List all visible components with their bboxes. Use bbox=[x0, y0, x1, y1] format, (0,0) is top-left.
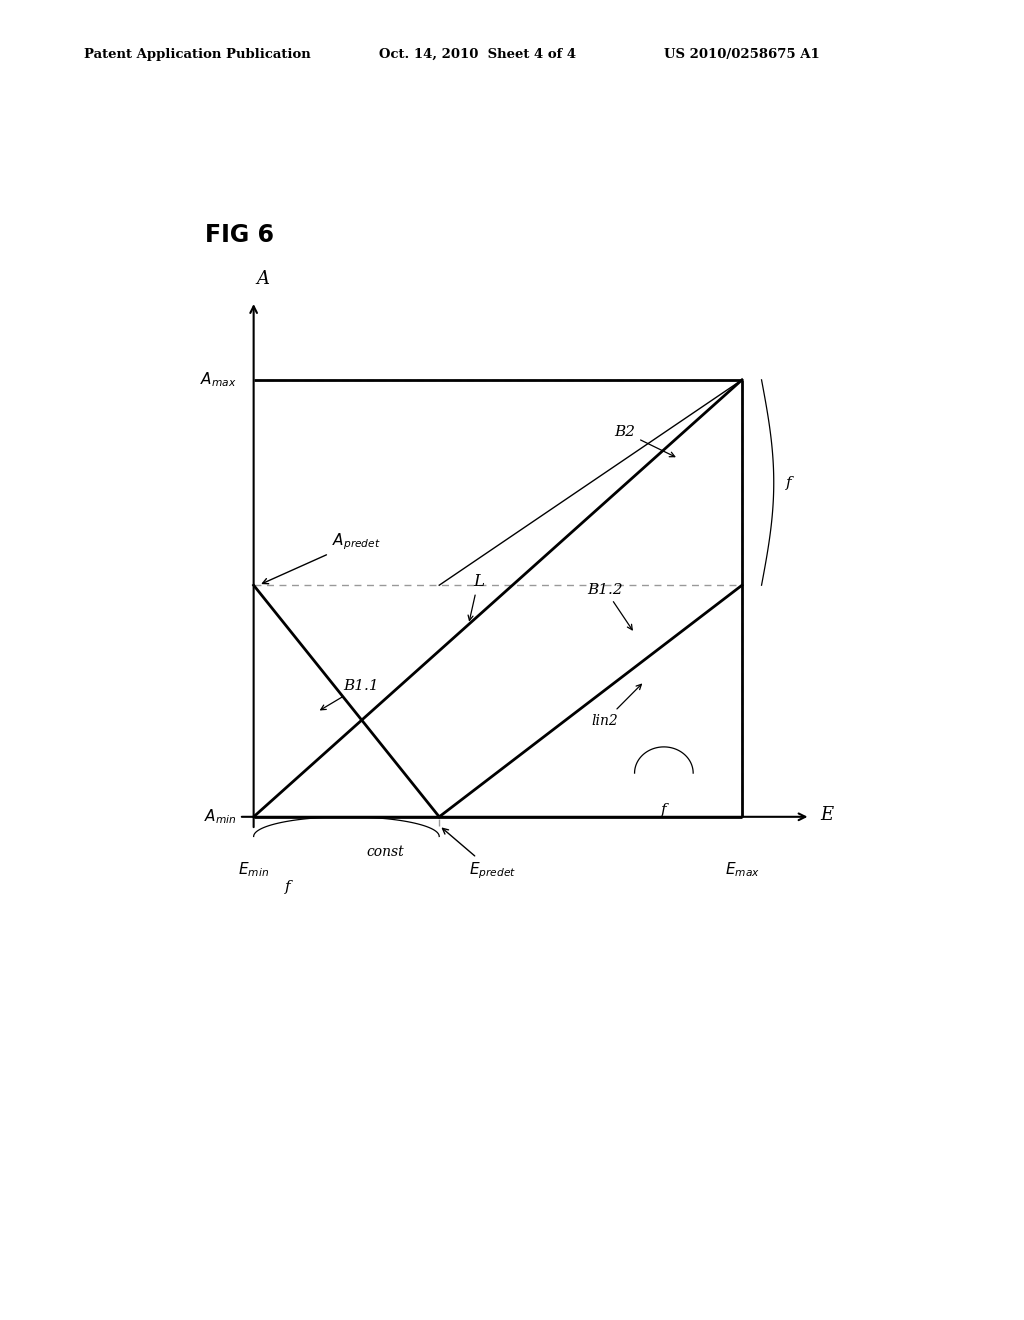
Text: Patent Application Publication: Patent Application Publication bbox=[84, 48, 310, 61]
Text: f: f bbox=[786, 475, 792, 490]
Text: Oct. 14, 2010  Sheet 4 of 4: Oct. 14, 2010 Sheet 4 of 4 bbox=[379, 48, 577, 61]
Text: FIG 6: FIG 6 bbox=[205, 223, 273, 247]
Text: f: f bbox=[662, 803, 667, 817]
Text: lin2: lin2 bbox=[592, 684, 641, 727]
Text: B1.2: B1.2 bbox=[588, 582, 632, 630]
Text: f: f bbox=[285, 880, 291, 894]
Text: B2: B2 bbox=[614, 425, 675, 457]
Text: $A_{predet}$: $A_{predet}$ bbox=[262, 531, 381, 583]
Text: $A_{max}$: $A_{max}$ bbox=[200, 371, 237, 389]
Text: L: L bbox=[468, 573, 483, 620]
Text: $E_{max}$: $E_{max}$ bbox=[725, 861, 760, 879]
Text: E: E bbox=[820, 805, 834, 824]
Text: $E_{min}$: $E_{min}$ bbox=[239, 861, 269, 879]
Text: $A_{min}$: $A_{min}$ bbox=[204, 808, 237, 826]
Text: const: const bbox=[366, 845, 403, 859]
Text: US 2010/0258675 A1: US 2010/0258675 A1 bbox=[664, 48, 819, 61]
Text: A: A bbox=[256, 271, 269, 288]
Text: $E_{predet}$: $E_{predet}$ bbox=[442, 829, 516, 882]
Text: B1.1: B1.1 bbox=[321, 678, 379, 710]
